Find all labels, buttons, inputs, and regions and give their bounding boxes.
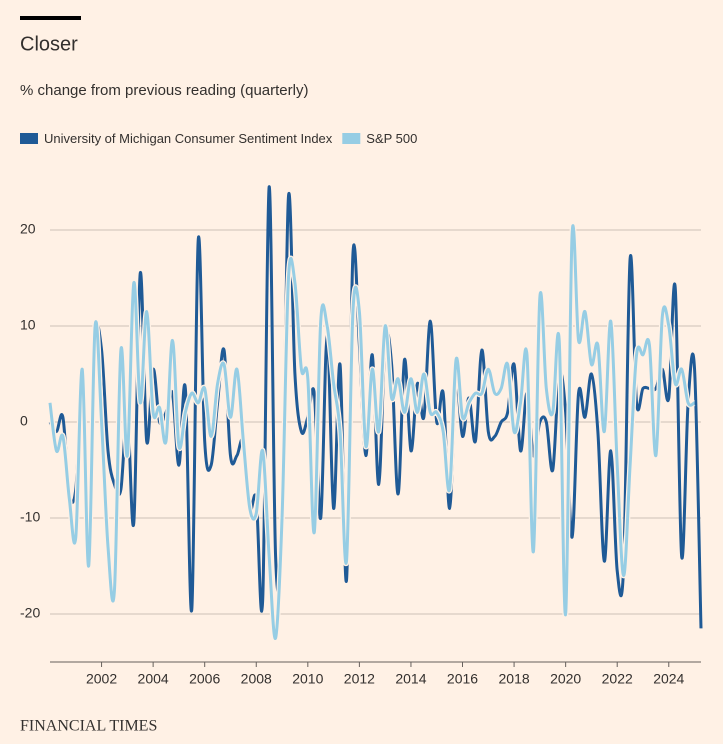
source: FINANCIAL TIMES <box>20 718 157 735</box>
x-tick-label: 2018 <box>499 671 530 687</box>
x-tick-label: 2012 <box>344 671 375 687</box>
legend-swatch <box>342 133 361 144</box>
chart-title: Closer <box>20 33 78 55</box>
x-tick-label: 2002 <box>86 671 117 687</box>
x-tick-label: 2006 <box>189 671 220 687</box>
x-tick-label: 2008 <box>241 671 272 687</box>
y-tick-label: -10 <box>20 509 40 525</box>
series-line <box>48 224 696 640</box>
y-tick-label: -20 <box>20 605 40 621</box>
y-tick-label: 10 <box>20 317 36 333</box>
title-bar <box>20 16 81 20</box>
legend-swatch <box>20 133 38 144</box>
legend-label: University of Michigan Consumer Sentimen… <box>44 131 333 146</box>
x-tick-label: 2014 <box>395 671 426 687</box>
x-tick-label: 2020 <box>550 671 581 687</box>
chart-subtitle: % change from previous reading (quarterl… <box>20 82 308 99</box>
x-tick-label: 2022 <box>602 671 633 687</box>
x-tick-label: 2004 <box>138 671 169 687</box>
legend-label: S&P 500 <box>366 131 417 146</box>
x-tick-label: 2016 <box>447 671 478 687</box>
x-tick-label: 2024 <box>653 671 684 687</box>
x-tick-label: 2010 <box>292 671 323 687</box>
y-tick-label: 0 <box>20 413 28 429</box>
y-tick-label: 20 <box>20 221 36 237</box>
